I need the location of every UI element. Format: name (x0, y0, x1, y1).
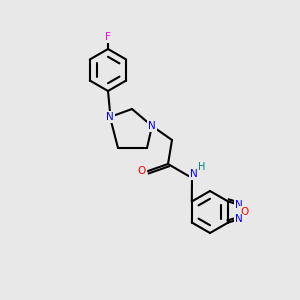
Text: O: O (240, 207, 248, 217)
Text: N: N (235, 200, 243, 210)
Text: F: F (105, 32, 111, 42)
Text: N: N (235, 214, 243, 224)
Text: N: N (148, 121, 156, 131)
Text: H: H (198, 162, 206, 172)
Text: O: O (137, 166, 145, 176)
Text: N: N (190, 169, 198, 179)
Text: N: N (106, 112, 114, 122)
